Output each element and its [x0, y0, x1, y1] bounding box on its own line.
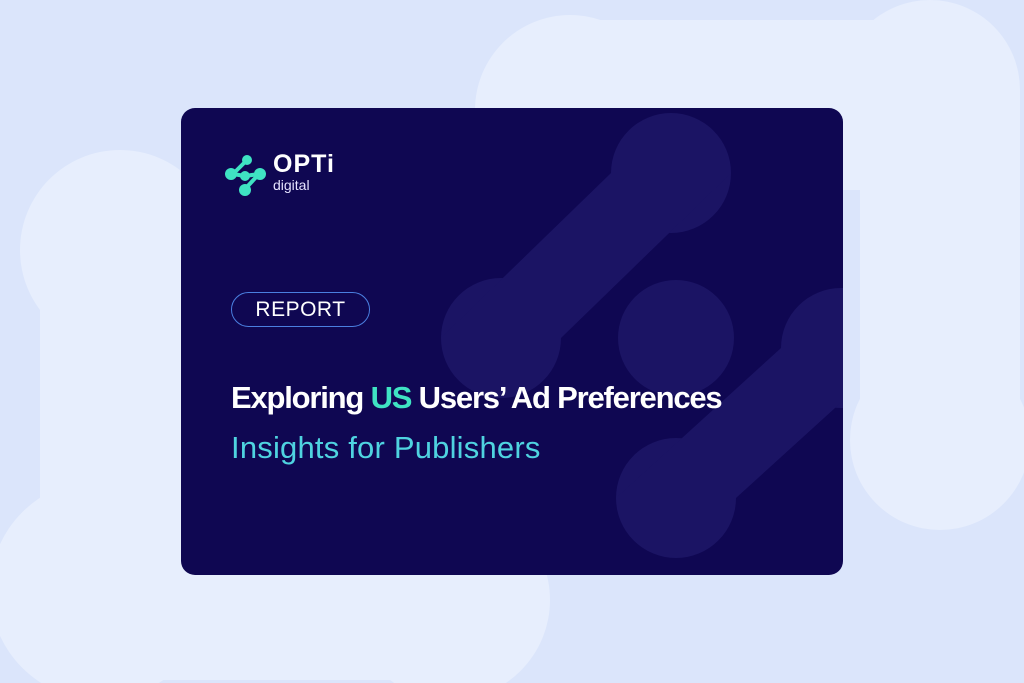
report-badge: REPORT — [231, 292, 370, 327]
card-decoration — [441, 113, 843, 558]
report-card: OPTi digital REPORT Exploring US Users’ … — [181, 108, 843, 575]
logo-subname: digital — [273, 177, 310, 193]
report-badge-label: REPORT — [255, 297, 346, 321]
page-title: Exploring US Users’ Ad Preferences — [231, 380, 723, 416]
title-after: Users’ Ad Preferences — [418, 380, 723, 415]
title-before: Exploring — [231, 380, 364, 415]
logo-name: OPTi — [273, 150, 335, 178]
logo-mark-icon — [225, 155, 266, 196]
opti-digital-logo: OPTi digital — [223, 152, 335, 198]
title-highlight: US — [370, 380, 413, 415]
page-subtitle: Insights for Publishers — [231, 430, 541, 465]
